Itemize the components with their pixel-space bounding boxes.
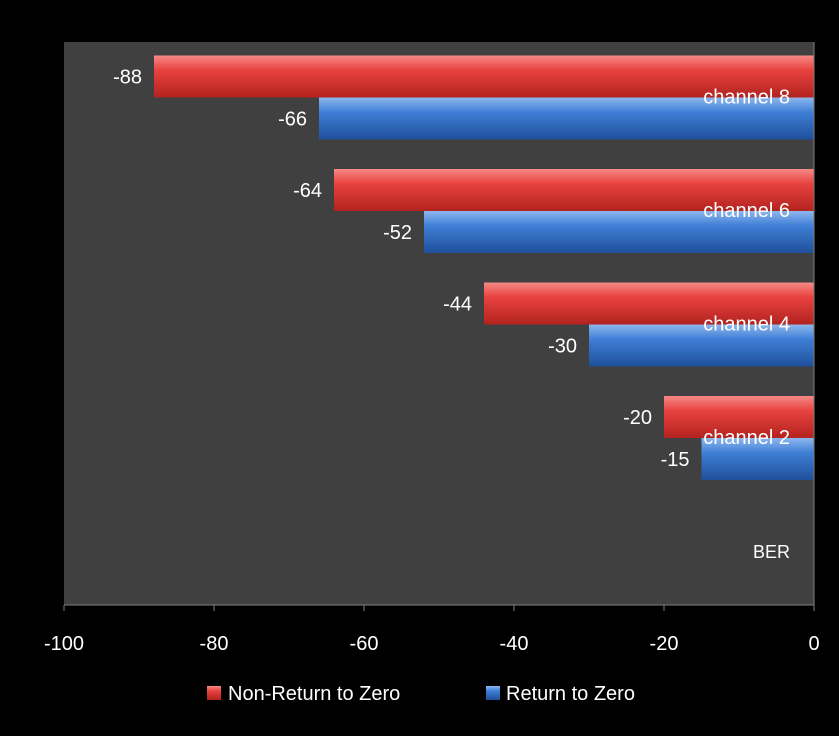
bar-nrz-channel-2 <box>664 396 814 438</box>
category-label-channel-8: channel 8 <box>703 87 790 109</box>
x-tick-label: -40 <box>500 633 529 655</box>
ber-annotation: BER <box>753 542 790 562</box>
x-tick-label: -100 <box>44 633 84 655</box>
data-label-nrz-channel-4: -44 <box>443 294 472 316</box>
legend-label-nrz: Non-Return to Zero <box>228 683 400 705</box>
legend-swatch-rz <box>486 686 500 700</box>
data-label-rz-channel-2: -15 <box>661 449 690 471</box>
category-label-channel-4: channel 4 <box>703 314 790 336</box>
category-label-channel-6: channel 6 <box>703 200 790 222</box>
bar-nrz-channel-6 <box>334 169 814 211</box>
bar-rz-channel-4 <box>589 324 814 367</box>
data-label-nrz-channel-8: -88 <box>113 67 142 89</box>
data-label-rz-channel-6: -52 <box>383 222 412 244</box>
x-tick-label: -80 <box>200 633 229 655</box>
bar-rz-channel-8 <box>319 97 814 140</box>
category-label-channel-2: channel 2 <box>703 427 790 449</box>
bar-rz-channel-2 <box>701 438 814 480</box>
legend-swatch-nrz <box>207 686 221 700</box>
x-tick-label: -60 <box>350 633 379 655</box>
data-label-rz-channel-4: -30 <box>548 336 577 358</box>
data-label-rz-channel-8: -66 <box>278 109 307 131</box>
x-tick-label: -20 <box>650 633 679 655</box>
data-label-nrz-channel-2: -20 <box>623 407 652 429</box>
bar-nrz-channel-4 <box>484 282 814 325</box>
legend-label-rz: Return to Zero <box>506 683 635 705</box>
bar-nrz-channel-8 <box>154 55 814 98</box>
data-label-nrz-channel-6: -64 <box>293 180 322 202</box>
bar-rz-channel-6 <box>424 211 814 253</box>
x-tick-label: 0 <box>808 633 819 655</box>
